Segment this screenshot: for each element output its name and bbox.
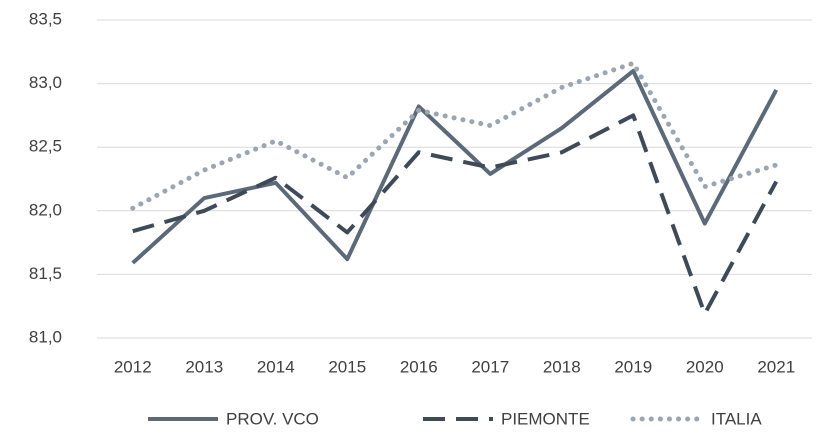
legend-label: PROV. VCO [226, 409, 319, 428]
y-tick-label: 81,0 [29, 327, 62, 346]
line-series [130, 60, 779, 211]
y-tick-label: 82,5 [29, 137, 62, 156]
x-tick-label: 2019 [614, 357, 652, 376]
line-series [132, 113, 779, 316]
x-tick-label: 2012 [114, 357, 152, 376]
x-tick-label: 2015 [328, 357, 366, 376]
x-tick-label: 2020 [686, 357, 724, 376]
line-series [131, 68, 779, 265]
legend-label: ITALIA [711, 409, 762, 428]
x-tick-label: 2021 [757, 357, 795, 376]
y-tick-label: 83,5 [29, 9, 62, 28]
legend-label: PIEMONTE [501, 409, 590, 428]
x-tick-label: 2017 [471, 357, 509, 376]
y-tick-label: 81,5 [29, 264, 62, 283]
x-tick-label: 2014 [257, 357, 295, 376]
y-tick-label: 82,0 [29, 200, 62, 219]
y-tick-label: 83,0 [29, 73, 62, 92]
x-tick-label: 2018 [543, 357, 581, 376]
x-tick-label: 2013 [185, 357, 223, 376]
x-tick-label: 2016 [400, 357, 438, 376]
